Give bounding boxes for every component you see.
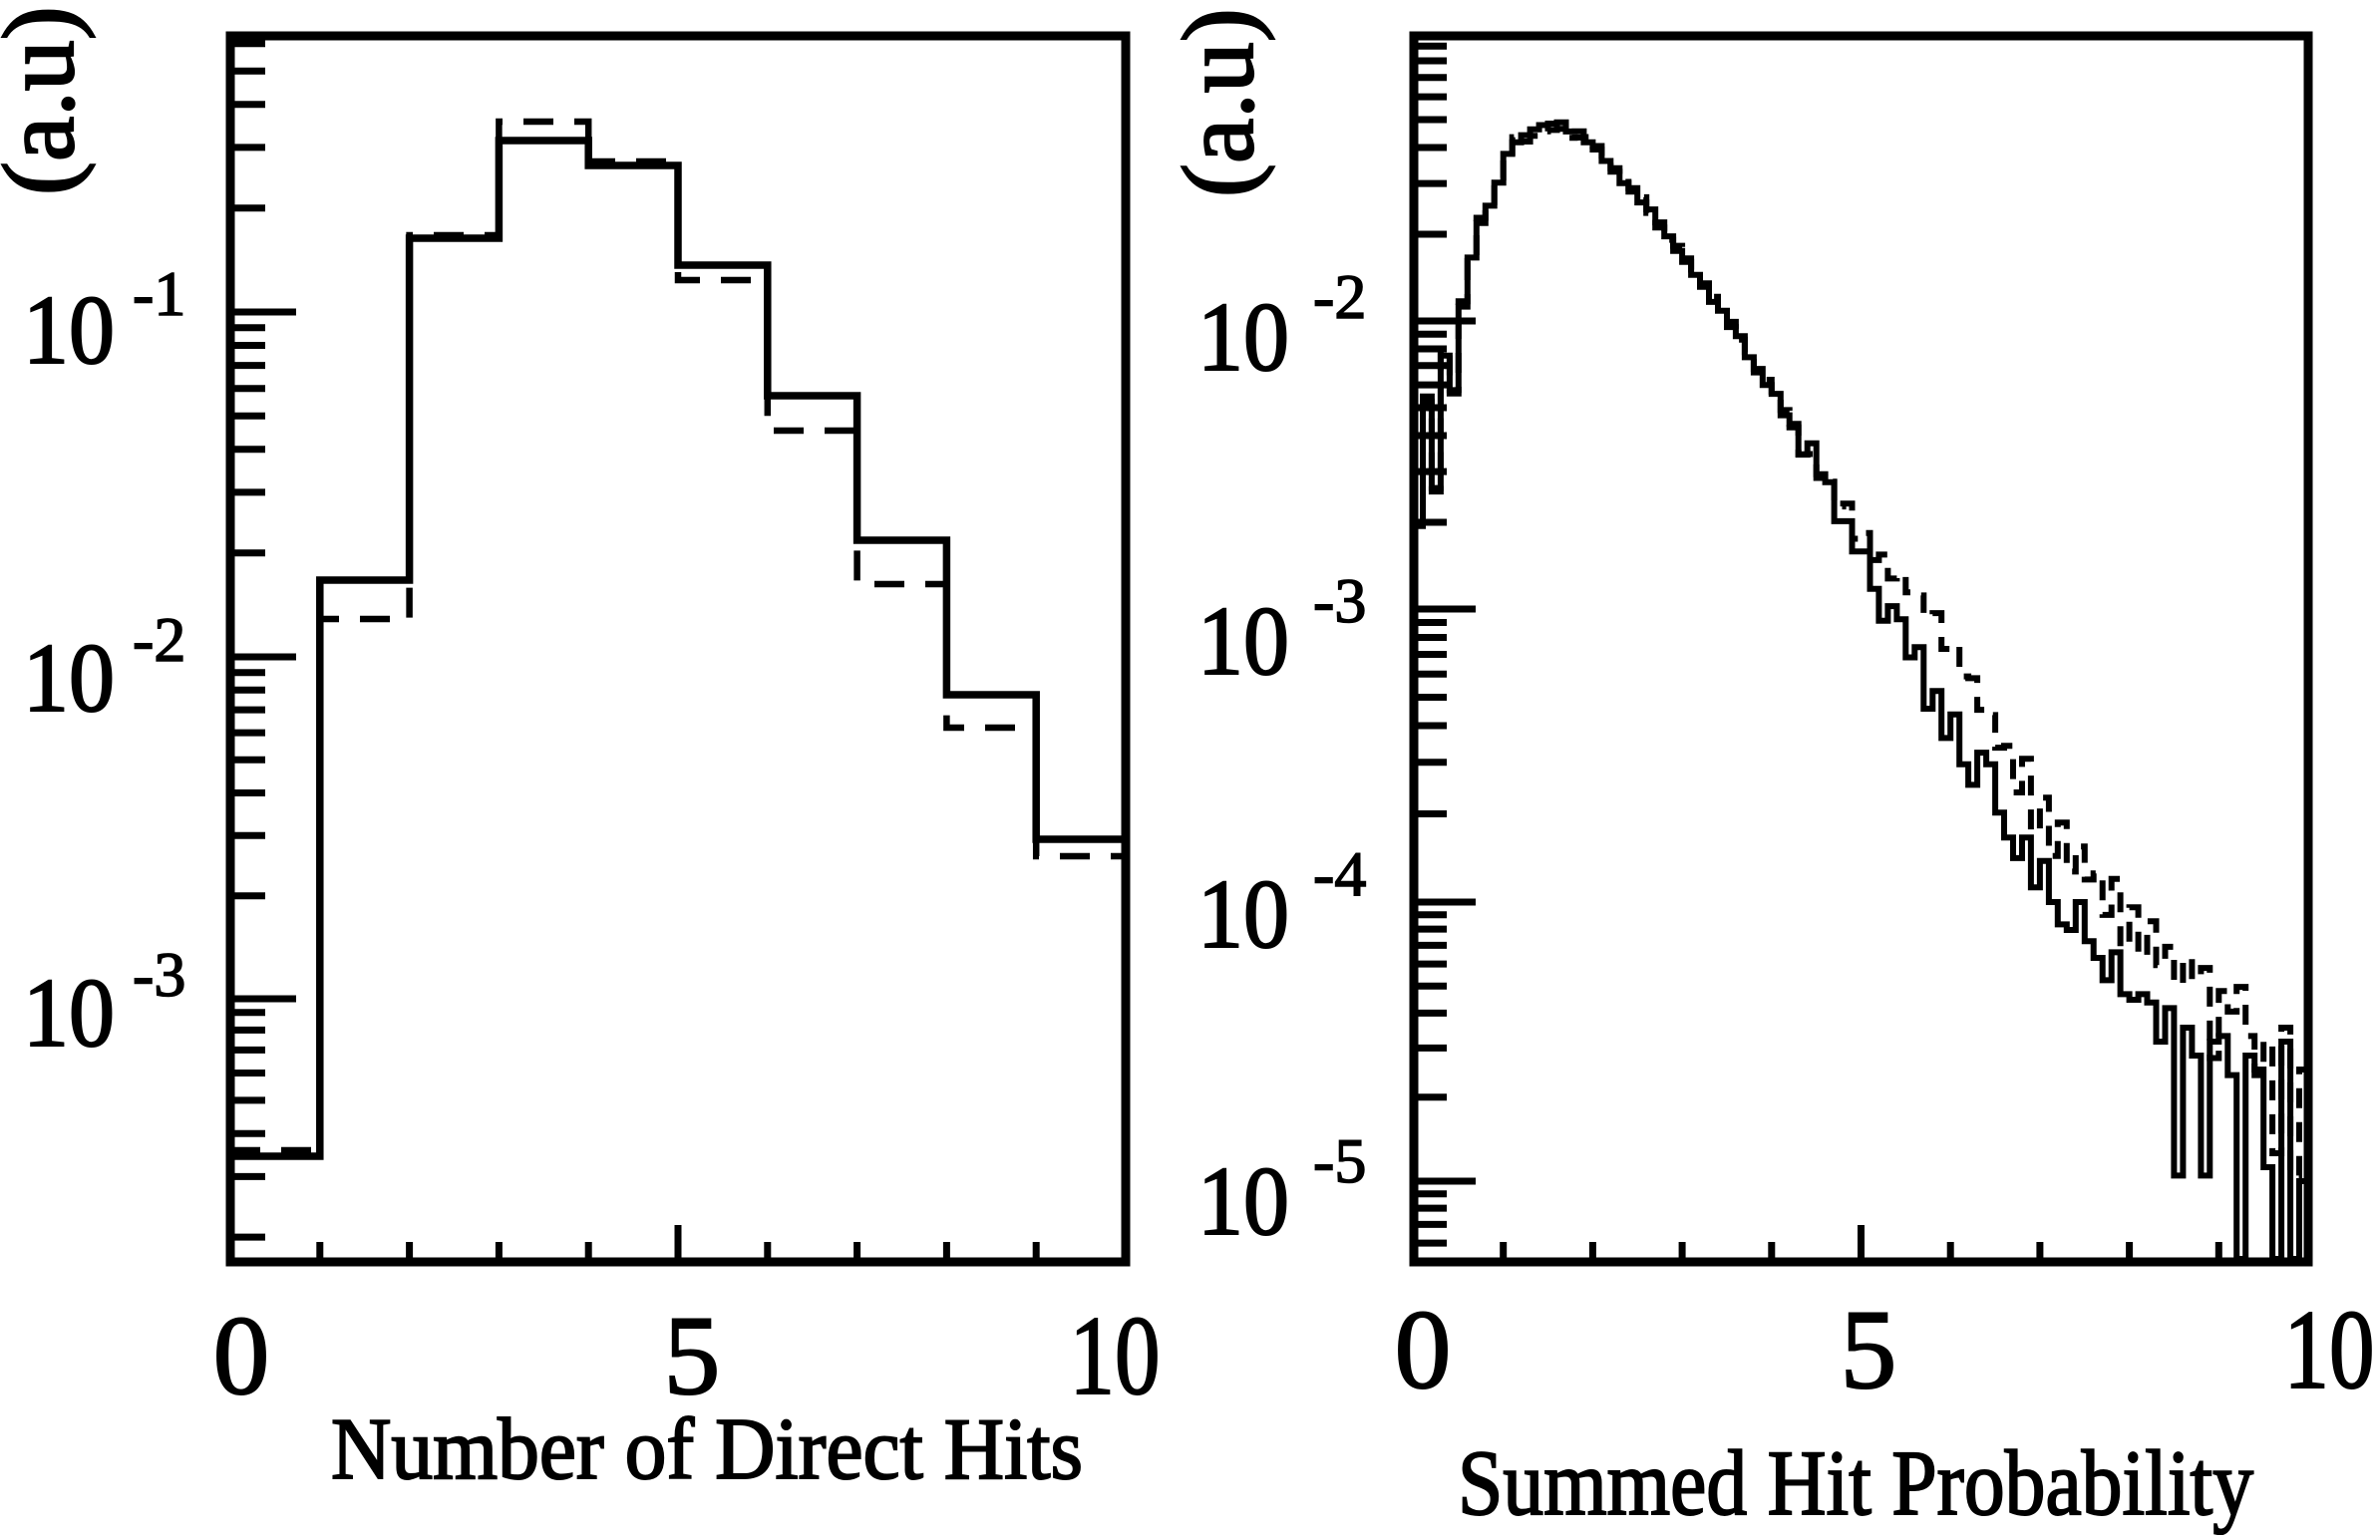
svg-text:10: 10 — [1197, 587, 1289, 696]
svg-text:5: 5 — [664, 1294, 721, 1418]
svg-text:0: 0 — [1395, 1288, 1452, 1412]
svg-text:10: 10 — [23, 624, 115, 733]
svg-text:10: 10 — [1197, 283, 1289, 392]
svg-text:-3: -3 — [133, 939, 185, 1010]
svg-text:10: 10 — [23, 276, 115, 385]
svg-text:-2: -2 — [133, 604, 185, 675]
svg-text:(a.u): (a.u) — [0, 6, 96, 195]
svg-text:-5: -5 — [1313, 1125, 1366, 1196]
svg-text:-4: -4 — [1313, 838, 1366, 909]
svg-text:5: 5 — [1841, 1288, 1897, 1412]
svg-text:10: 10 — [1197, 1147, 1289, 1256]
svg-text:Number of Direct Hits: Number of Direct Hits — [331, 1401, 1083, 1498]
svg-text:Summed Hit Probability: Summed Hit Probability — [1458, 1432, 2253, 1535]
svg-text:-3: -3 — [1313, 565, 1366, 636]
svg-text:10: 10 — [2284, 1288, 2375, 1412]
svg-text:-2: -2 — [1313, 261, 1366, 332]
svg-text:-1: -1 — [133, 258, 185, 329]
svg-text:10: 10 — [1197, 860, 1289, 969]
svg-text:10: 10 — [1070, 1294, 1161, 1418]
svg-text:10: 10 — [23, 959, 115, 1068]
svg-text:0: 0 — [213, 1294, 270, 1418]
svg-text:(a.u): (a.u) — [1163, 8, 1275, 197]
